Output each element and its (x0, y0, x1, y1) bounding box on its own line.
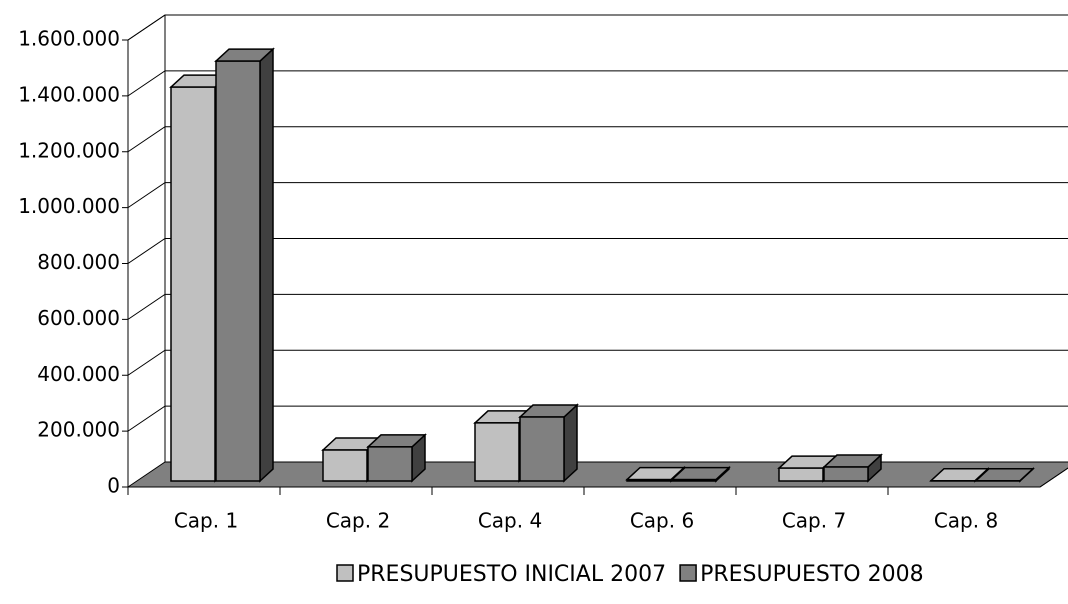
bar (214, 47, 275, 483)
legend-swatch (679, 564, 697, 582)
x-tick-label: Cap. 1 (174, 509, 238, 533)
legend-label: PRESUPUESTO 2008 (700, 562, 924, 587)
x-tick-label: Cap. 6 (630, 509, 694, 533)
grid-line (127, 14, 1068, 41)
bar-face (367, 446, 413, 482)
grid-line (127, 405, 1068, 432)
bar-face (671, 478, 717, 482)
bar (518, 403, 579, 483)
y-tick-label: 800.000 (37, 250, 120, 274)
legend-label: PRESUPUESTO INICIAL 2007 (357, 562, 666, 587)
y-tick-label: 200.000 (37, 418, 120, 442)
bar-face (626, 478, 672, 482)
grid-line (127, 126, 1068, 153)
bar-face (259, 47, 274, 483)
grid-line (127, 70, 1068, 97)
x-tick-label: Cap. 4 (478, 509, 542, 533)
y-tick-label: 600.000 (37, 306, 120, 330)
bar-face (778, 467, 824, 482)
bar-face (322, 449, 368, 482)
grid-line (127, 238, 1068, 264)
x-tick-label: Cap. 8 (934, 509, 998, 533)
bar-face (474, 422, 520, 482)
x-axis-edge (1039, 467, 1068, 488)
y-tick-label: 1.600.000 (18, 27, 120, 51)
y-tick-label: 400.000 (37, 362, 120, 386)
grid-line (127, 293, 1068, 320)
bar (974, 467, 1035, 483)
y-tick-label: 1.000.000 (18, 194, 120, 218)
y-tick-label: 0 (107, 474, 120, 498)
bar-face (170, 86, 216, 482)
x-tick-label: Cap. 7 (782, 509, 846, 533)
bar-face (215, 60, 261, 482)
grid-line (127, 349, 1068, 376)
legend-swatch (336, 564, 354, 582)
bar (366, 433, 427, 483)
bar-face (519, 416, 565, 482)
y-tick-label: 1.200.000 (18, 138, 120, 162)
bar (822, 453, 883, 483)
bar-face (563, 403, 578, 483)
x-tick-label: Cap. 2 (326, 509, 390, 533)
bar-face (823, 466, 869, 482)
grid-line (127, 182, 1068, 209)
bar (670, 465, 731, 483)
y-tick-label: 1.400.000 (18, 82, 120, 106)
